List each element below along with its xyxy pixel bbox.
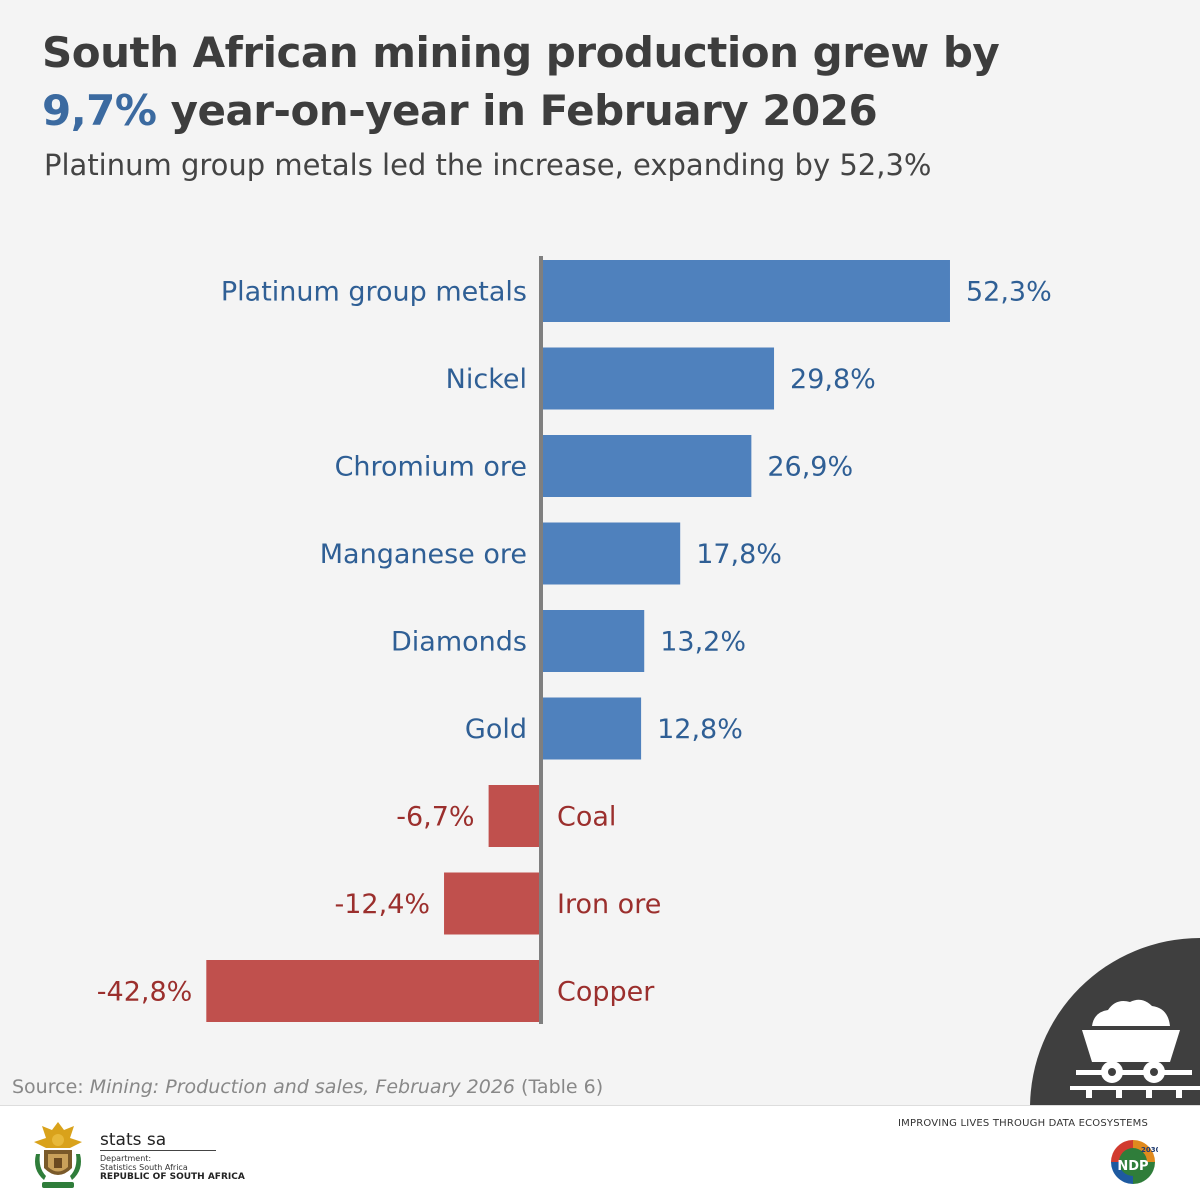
bar-chart: Platinum group metals 52,3% Nickel 29,8% Chr… xyxy=(97,256,1052,1024)
category-label: Nickel xyxy=(446,364,527,395)
source-note: Source: Mining: Production and sales, Fe… xyxy=(12,1076,603,1098)
value-label: 52,3% xyxy=(966,277,1052,308)
category-label: Iron ore xyxy=(557,889,661,920)
coat-of-arms-icon xyxy=(34,1122,82,1188)
ndp-year: 2030 xyxy=(1141,1146,1158,1154)
bar-nickel xyxy=(541,347,775,410)
category-label: Gold xyxy=(465,714,527,745)
title-line-2: 9,7% year-on-year in February 2026 xyxy=(42,86,878,135)
value-label: 26,9% xyxy=(767,452,853,483)
department-label: Department: xyxy=(100,1154,152,1163)
ndp-logo-icon: 2030 NDP xyxy=(1111,1140,1158,1184)
category-label: Coal xyxy=(557,802,616,833)
subtitle: Platinum group metals led the increase, … xyxy=(44,148,932,182)
category-label: Diamonds xyxy=(391,627,527,658)
value-label: -42,8% xyxy=(97,977,193,1008)
category-label: Platinum group metals xyxy=(221,277,527,308)
tagline: IMPROVING LIVES THROUGH DATA ECOSYSTEMS xyxy=(898,1118,1148,1129)
bar-copper xyxy=(206,960,541,1022)
source-prefix: Source: xyxy=(12,1076,90,1098)
bar-iron-ore xyxy=(444,872,541,935)
category-label: Manganese ore xyxy=(320,539,527,570)
category-label: Chromium ore xyxy=(335,452,527,483)
value-label: -12,4% xyxy=(335,889,431,920)
value-label: 17,8% xyxy=(696,539,782,570)
source-suffix: (Table 6) xyxy=(515,1076,604,1098)
ndp-text: NDP xyxy=(1117,1159,1148,1174)
title-highlight: 9,7% xyxy=(42,86,157,135)
bar-platinum-group-metals xyxy=(541,260,950,322)
divider xyxy=(100,1150,216,1151)
mine-cart-icon xyxy=(1030,938,1200,1105)
source-title: Mining: Production and sales, February 2… xyxy=(89,1076,516,1098)
department-name: Statistics South Africa xyxy=(100,1163,188,1172)
bar-chromium-ore xyxy=(541,435,752,497)
main-panel: South African mining production grew by … xyxy=(0,0,1200,1105)
footer: stats sa Department: Statistics South Af… xyxy=(0,1105,1200,1201)
bar-diamonds xyxy=(541,610,645,672)
value-label: 12,8% xyxy=(657,714,743,745)
title-line-1: South African mining production grew by xyxy=(42,28,1000,77)
stats-sa-name: stats sa xyxy=(100,1130,167,1150)
category-label: Copper xyxy=(557,977,655,1008)
bar-coal xyxy=(488,785,541,847)
value-label: 29,8% xyxy=(790,364,876,395)
title-line-2-rest: year-on-year in February 2026 xyxy=(156,86,878,135)
value-label: 13,2% xyxy=(660,627,746,658)
bar-manganese-ore xyxy=(541,522,681,585)
value-label: -6,7% xyxy=(396,802,474,833)
republic-label: REPUBLIC OF SOUTH AFRICA xyxy=(100,1172,245,1182)
bar-gold xyxy=(541,697,642,760)
